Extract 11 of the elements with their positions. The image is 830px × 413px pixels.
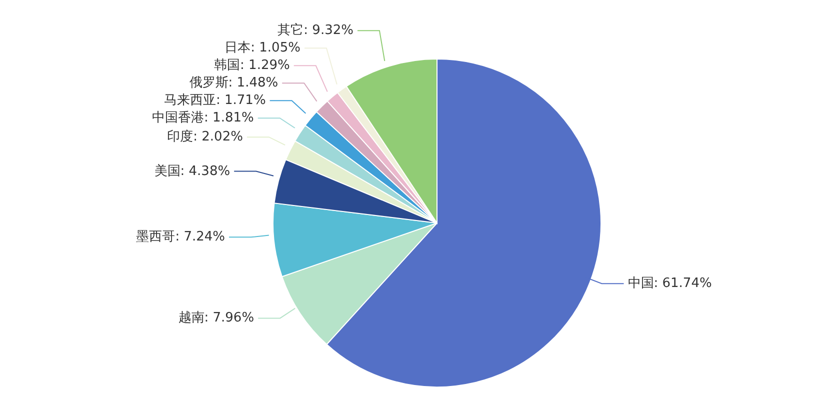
slice-label: 中国: 61.74% [628,276,712,292]
slice-label: 墨西哥: 7.24% [136,230,226,245]
slice-label: 美国: 4.38% [154,162,230,179]
slice-label: 韩国: 1.29% [214,58,290,74]
slice-label: 日本: 1.05% [224,40,300,56]
slice-label: 越南: 7.96% [178,310,254,326]
slice-label: 俄罗斯: 1.48% [189,76,278,91]
slice-label: 其它: 9.32% [278,22,354,38]
slice-label: 印度: 2.02% [167,128,243,145]
slice-label: 中国香港: 1.81% [152,110,254,126]
slice-label: 马来西亚: 1.71% [164,93,266,108]
